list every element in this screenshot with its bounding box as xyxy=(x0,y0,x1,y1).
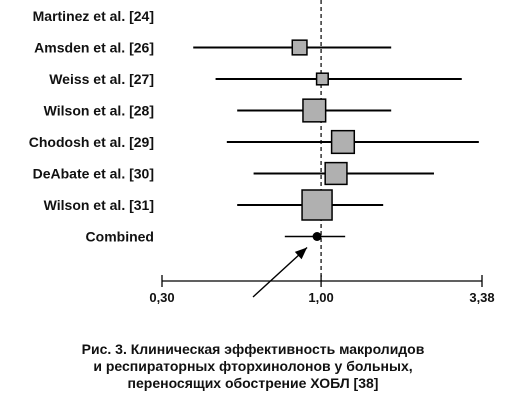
caption-line-3: переносящих обострение ХОБЛ [38] xyxy=(127,375,379,391)
study-label: Weiss et al. [27] xyxy=(49,71,154,87)
study-estimate-box xyxy=(301,189,333,221)
study-label: Wilson et al. [28] xyxy=(44,103,154,119)
study-label: Amsden et al. [26] xyxy=(34,40,154,56)
study-estimate-box xyxy=(291,39,308,56)
x-tick-label: 3,38 xyxy=(469,290,494,305)
study-estimate-box xyxy=(330,129,356,155)
x-tick-label: 1,00 xyxy=(308,290,333,305)
combined-estimate-dot xyxy=(312,232,322,241)
caption-line-2: и респираторных фторхинолонов у больных, xyxy=(93,358,413,374)
annotation-arrow-shaft xyxy=(252,246,308,298)
study-label: Martinez et al. [24] xyxy=(33,8,154,24)
annotation-arrow-head xyxy=(294,247,308,260)
forest-plot: 0,30 1,00 3,38 Martinez et al. [24] Amsden … xyxy=(29,0,495,305)
figure-caption: Рис. 3. Клиническая эффективность макрол… xyxy=(0,341,506,392)
study-label: Combined xyxy=(86,229,154,245)
x-tick-label: 0,30 xyxy=(149,290,174,305)
study-label: Chodosh et al. [29] xyxy=(29,134,154,150)
caption-line-1: Рис. 3. Клиническая эффективность макрол… xyxy=(81,341,425,357)
study-estimate-box xyxy=(302,98,327,123)
study-label: Wilson et al. [31] xyxy=(44,197,154,213)
study-estimate-box xyxy=(324,161,348,186)
study-label: DeAbate et al. [30] xyxy=(33,166,154,182)
study-estimate-box xyxy=(315,72,329,86)
